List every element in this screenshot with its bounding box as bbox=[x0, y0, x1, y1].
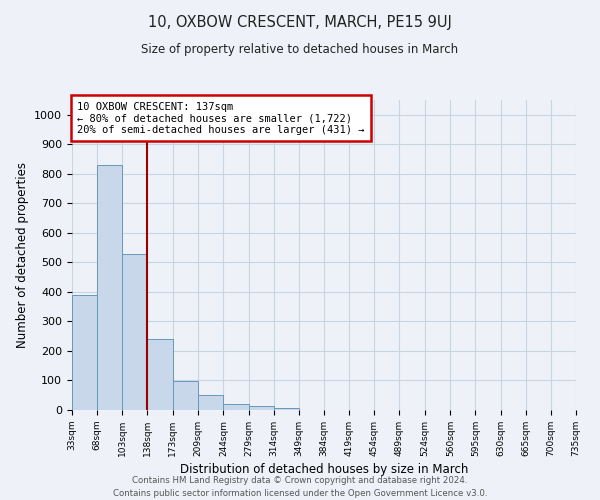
Text: Contains HM Land Registry data © Crown copyright and database right 2024.
Contai: Contains HM Land Registry data © Crown c… bbox=[113, 476, 487, 498]
Bar bbox=[97, 165, 122, 410]
Bar bbox=[274, 408, 299, 410]
Bar bbox=[223, 404, 248, 410]
Bar bbox=[72, 295, 97, 410]
Bar bbox=[122, 254, 148, 410]
Text: 10, OXBOW CRESCENT, MARCH, PE15 9UJ: 10, OXBOW CRESCENT, MARCH, PE15 9UJ bbox=[148, 15, 452, 30]
X-axis label: Distribution of detached houses by size in March: Distribution of detached houses by size … bbox=[180, 463, 468, 476]
Bar bbox=[248, 406, 274, 410]
Bar bbox=[148, 339, 173, 410]
Bar bbox=[173, 382, 197, 410]
Text: Size of property relative to detached houses in March: Size of property relative to detached ho… bbox=[142, 42, 458, 56]
Bar bbox=[199, 394, 223, 410]
Y-axis label: Number of detached properties: Number of detached properties bbox=[16, 162, 29, 348]
Text: 10 OXBOW CRESCENT: 137sqm
← 80% of detached houses are smaller (1,722)
20% of se: 10 OXBOW CRESCENT: 137sqm ← 80% of detac… bbox=[77, 102, 365, 134]
